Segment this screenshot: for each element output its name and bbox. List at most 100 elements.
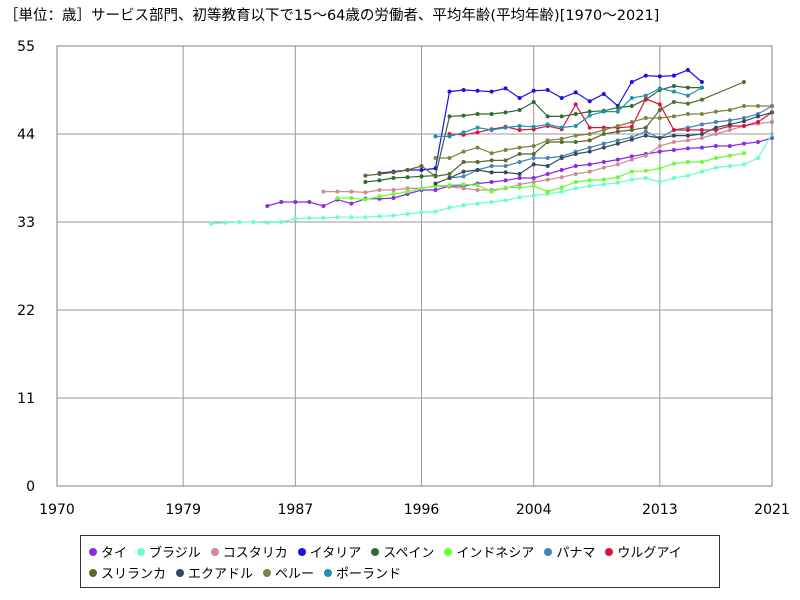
data-point [742,104,746,108]
data-point [307,216,312,220]
data-point [615,124,620,128]
data-point [447,183,452,188]
data-point [587,145,592,150]
data-point [587,132,592,136]
data-point [629,120,634,124]
data-point [545,172,550,176]
data-point [727,128,732,132]
data-point [545,164,550,168]
data-point [433,209,438,214]
data-point [742,119,746,124]
legend-marker [176,568,185,577]
legend-item: ウルグアイ [605,542,682,561]
data-point [573,112,578,116]
data-point [573,102,578,107]
data-point [573,140,578,144]
x-tick-label: 1996 [404,502,440,518]
data-point [405,186,410,191]
data-point [587,178,592,183]
legend-label: イタリア [309,546,362,561]
data-point [573,90,578,95]
data-point [713,125,718,130]
data-point [447,176,452,180]
data-point [657,102,662,107]
data-point [657,136,662,140]
data-point [601,141,606,146]
data-point [713,120,718,124]
data-point [321,204,326,208]
series-11 [433,104,774,160]
data-point [671,140,676,144]
data-point [335,215,340,220]
legend-item: イタリア [297,542,362,561]
data-point [601,145,606,150]
data-point [671,73,676,78]
data-point [559,189,564,194]
data-point [699,132,704,136]
data-point [587,125,592,130]
data-point [699,97,704,102]
x-tick-label: 1970 [39,502,75,518]
series-2 [209,132,774,226]
data-point [363,190,368,195]
data-point [756,140,760,144]
series-line [337,152,745,201]
data-point [545,138,550,143]
data-point [685,85,690,90]
data-point [503,178,508,183]
data-point [671,176,676,180]
data-point [671,133,676,138]
data-point [643,116,648,120]
legend-item: エクアドル [176,563,253,582]
data-point [699,122,704,127]
data-point [559,175,564,180]
data-point [517,160,522,164]
data-point [377,194,382,199]
x-tick-label: 1987 [278,502,314,518]
data-point [601,109,606,114]
data-point [489,200,494,204]
data-point [517,145,522,150]
data-point [489,112,494,116]
legend-label: ブラジル [149,546,201,561]
data-point [559,125,564,130]
data-point [237,220,242,224]
data-point [503,170,508,175]
data-point [727,153,732,158]
data-point [531,152,536,156]
data-point [503,164,508,168]
data-point [209,221,214,226]
data-point [756,114,760,119]
data-point [545,189,550,194]
data-point [419,174,424,179]
data-point [629,157,634,162]
data-point [517,96,522,100]
data-point [335,189,340,194]
data-point [475,88,480,93]
data-point [587,149,592,154]
data-point [742,124,746,128]
x-tick-label: 2013 [642,502,678,518]
data-point [349,215,354,220]
series-10 [433,110,774,186]
y-tick-label: 55 [17,39,35,55]
y-tick-label: 0 [26,479,35,495]
data-point [685,138,690,143]
data-point [601,128,606,132]
data-point [573,186,578,191]
data-point [349,189,354,194]
plot-frame [56,45,773,487]
data-point [685,101,690,106]
data-point [643,133,648,138]
data-point [601,177,606,182]
data-point [531,88,536,93]
data-point [742,141,746,146]
data-point [727,118,732,123]
data-point [517,124,522,128]
data-point [727,122,732,127]
data-point [615,129,620,134]
legend-row: タイ ブラジル コスタリカ イタリア スペイン インドネシア パナマ ウルグアイ [89,541,719,562]
data-point [756,104,760,108]
data-point [742,80,746,84]
